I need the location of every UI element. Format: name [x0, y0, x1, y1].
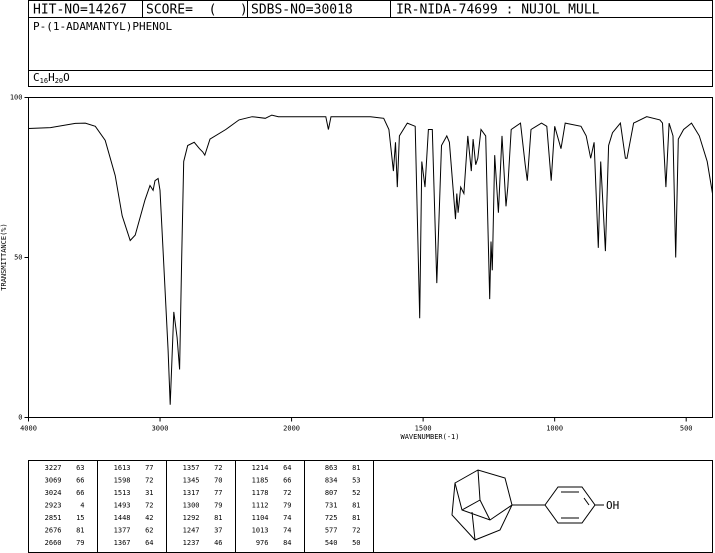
peak-table: 3227 63 3069 66 3024 66 2923 4 2851 15 2676 81 2660 7… [45, 460, 374, 553]
peak-transmittance: 81 [352, 514, 360, 522]
peak-wavenumber: 2851 [45, 514, 62, 522]
peak-transmittance: 37 [214, 527, 222, 535]
compound-name: P-(1-ADAMANTYL)PHENOL [33, 20, 172, 33]
peak-wavenumber: 1300 [183, 502, 200, 510]
peak-transmittance: 62 [145, 527, 153, 535]
peak-wavenumber: 1178 [252, 489, 269, 497]
peak-wavenumber: 1185 [252, 477, 269, 485]
peak-transmittance: 72 [145, 502, 153, 510]
formula-part: H [48, 71, 55, 84]
peak-transmittance: 66 [76, 477, 84, 485]
peak-wavenumber: 540 [325, 539, 338, 547]
peak-transmittance: 81 [352, 464, 360, 472]
peak-wavenumber: 3227 [45, 464, 62, 472]
peak-transmittance: 66 [283, 477, 291, 485]
y-tick-label: 50 [14, 254, 22, 262]
peak-transmittance: 64 [283, 464, 291, 472]
peak-wavenumber: 863 [325, 464, 338, 472]
peak-wavenumber: 2660 [45, 539, 62, 547]
peak-transmittance: 77 [145, 464, 153, 472]
peak-wavenumber: 3069 [45, 477, 62, 485]
peak-transmittance: 42 [145, 514, 153, 522]
structure [451, 469, 604, 541]
peak-transmittance: 15 [76, 514, 84, 522]
peak-transmittance: 81 [214, 514, 222, 522]
peak-transmittance: 72 [145, 477, 153, 485]
peak-wavenumber: 1237 [183, 539, 200, 547]
peak-transmittance: 46 [214, 539, 222, 547]
peak-transmittance: 64 [145, 539, 153, 547]
peak-wavenumber: 1013 [252, 527, 269, 535]
formula-part: O [63, 71, 70, 84]
formula: C16H20O [33, 71, 70, 85]
x-tick-label: 1000 [546, 425, 563, 433]
peak-wavenumber: 1104 [252, 514, 269, 522]
peak-wavenumber: 1292 [183, 514, 200, 522]
y-axis-label: TRANSMITTANCE(%) [0, 223, 8, 290]
peak-wavenumber: 3024 [45, 489, 62, 497]
peak-transmittance: 4 [80, 502, 84, 510]
score: SCORE= ( ) [146, 3, 248, 18]
header-box [28, 0, 713, 87]
peak-transmittance: 81 [352, 502, 360, 510]
plot-frame [28, 97, 713, 418]
peak-wavenumber: 834 [325, 477, 338, 485]
sdbs-no: SDBS-NO=30018 [251, 3, 353, 18]
y-tick-label: 0 [18, 414, 22, 422]
peak-transmittance: 79 [76, 539, 84, 547]
peak-wavenumber: 1448 [114, 514, 131, 522]
peak-transmittance: 84 [283, 539, 291, 547]
peak-transmittance: 50 [352, 539, 360, 547]
peak-transmittance: 52 [352, 489, 360, 497]
peak-transmittance: 72 [214, 464, 222, 472]
x-axis-label: WAVENUMBER(-1) [400, 433, 459, 441]
peak-wavenumber: 1613 [114, 464, 131, 472]
peak-wavenumber: 1377 [114, 527, 131, 535]
peak-transmittance: 66 [76, 489, 84, 497]
peak-transmittance: 72 [352, 527, 360, 535]
x-tick-label: 4000 [20, 425, 37, 433]
spectrum-line [28, 114, 713, 405]
peak-transmittance: 74 [283, 514, 291, 522]
peak-transmittance: 81 [76, 527, 84, 535]
peak-wavenumber: 1367 [114, 539, 131, 547]
peak-transmittance: 79 [283, 502, 291, 510]
x-tick-label: 1500 [415, 425, 432, 433]
peak-transmittance: 74 [283, 527, 291, 535]
peak-wavenumber: 725 [325, 514, 338, 522]
peak-transmittance: 77 [214, 489, 222, 497]
peak-transmittance: 79 [214, 502, 222, 510]
structure-label: OH [606, 499, 619, 512]
peak-wavenumber: 1247 [183, 527, 200, 535]
hit-no: HIT-NO=14267 [33, 3, 127, 18]
peak-wavenumber: 1214 [252, 464, 269, 472]
x-tick-label: 500 [680, 425, 693, 433]
y-tick-label: 100 [10, 94, 23, 102]
peak-transmittance: 63 [76, 464, 84, 472]
peak-wavenumber: 1112 [252, 502, 269, 510]
peak-transmittance: 31 [145, 489, 153, 497]
x-tick-label: 3000 [152, 425, 169, 433]
peak-wavenumber: 1345 [183, 477, 200, 485]
peak-wavenumber: 1493 [114, 502, 131, 510]
peak-wavenumber: 1357 [183, 464, 200, 472]
peak-wavenumber: 1317 [183, 489, 200, 497]
x-tick-label: 2000 [283, 425, 300, 433]
formula-part: 20 [55, 77, 63, 85]
peak-wavenumber: 2676 [45, 527, 62, 535]
peak-transmittance: 53 [352, 477, 360, 485]
peak-wavenumber: 577 [325, 527, 338, 535]
peak-wavenumber: 2923 [45, 502, 62, 510]
method: IR-NIDA-74699 : NUJOL MULL [396, 3, 600, 18]
peak-wavenumber: 1513 [114, 489, 131, 497]
formula-part: C [33, 71, 40, 84]
peak-transmittance: 72 [283, 489, 291, 497]
formula-part: 16 [40, 77, 48, 85]
peak-transmittance: 70 [214, 477, 222, 485]
peak-wavenumber: 976 [256, 539, 269, 547]
peak-wavenumber: 731 [325, 502, 338, 510]
peak-wavenumber: 807 [325, 489, 338, 497]
peak-wavenumber: 1598 [114, 477, 131, 485]
